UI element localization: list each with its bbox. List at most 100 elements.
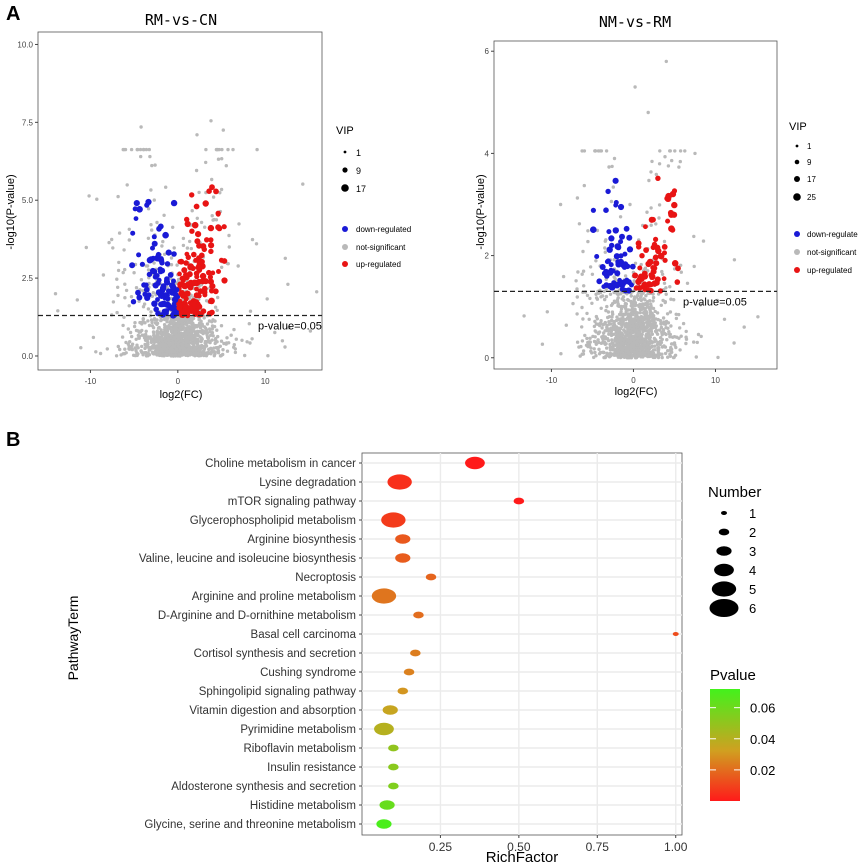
volcano1-point-ns [209, 333, 213, 337]
volcano2-point-ns [672, 298, 676, 302]
volcano1-point-ns [195, 325, 199, 329]
volcano1-ytick-label: 7.5 [22, 118, 34, 127]
volcano2-point-ns [673, 353, 678, 357]
volcano2-point-ns [603, 239, 607, 243]
pathway-label: Pyrimidine metabolism [240, 724, 356, 736]
volcano2-point-ns [674, 316, 679, 321]
volcano-plot-nm-vs-rm: NM-vs-RM p-value=0.05 -10 0 10 0 2 4 6 log2(FC… [475, 13, 858, 398]
volcano1-point-ns [152, 261, 156, 265]
volcano1-point-ns [160, 353, 164, 358]
volcano1-point-ns [114, 354, 119, 358]
volcano2-point-ns [594, 354, 598, 358]
number-legend-label: 6 [749, 601, 756, 616]
volcano2-point-ns [653, 344, 657, 348]
volcano1-point-ns [123, 147, 128, 152]
volcano1-point-down [151, 240, 158, 247]
volcano2-point-ns [638, 302, 642, 307]
volcano2-point-down [606, 229, 612, 235]
volcano2-point-ns [581, 249, 585, 254]
volcano2-point-ns [651, 319, 656, 324]
volcano1-point-up [181, 267, 188, 274]
volcano2-point-ns [593, 350, 597, 355]
volcano1-point-ns [162, 213, 166, 217]
volcano2-point-ns [684, 335, 688, 339]
volcano2-point-ns [639, 346, 644, 350]
pathway-bubble [382, 705, 398, 715]
volcano1-point-ns [122, 248, 126, 252]
volcano1-point-ns [227, 341, 231, 345]
number-legend-title: Number [708, 484, 761, 501]
volcano1-point-ns [211, 195, 216, 199]
volcano2-point-ns [602, 350, 606, 355]
volcano1-point-up [184, 220, 191, 228]
volcano2-point-ns [597, 347, 601, 351]
volcano1-point-up [206, 188, 212, 194]
volcano1-point-down [130, 299, 137, 305]
volcano1-point-ns [144, 354, 149, 358]
volcano1-point-ns [187, 336, 192, 341]
volcano2-point-up [645, 281, 653, 288]
volcano1-point-ns [203, 225, 207, 229]
volcano2-point-ns [623, 274, 628, 278]
volcano1-point-ns [158, 350, 162, 354]
volcano1-point-ns [204, 147, 208, 152]
volcano2-point-ns [649, 304, 653, 308]
volcano2-point-ns [629, 338, 633, 343]
volcano2-point-ns [622, 313, 627, 317]
volcano1-point-ns [198, 353, 203, 358]
volcano2-point-ns [613, 328, 617, 332]
volcano2-point-ns [580, 325, 584, 329]
volcano2-point-ns [678, 149, 683, 153]
volcano1-point-ns [171, 225, 175, 229]
volcano2-point-ns [732, 341, 736, 345]
panel-label-b: B [6, 429, 20, 451]
volcano2-point-ns [611, 341, 615, 345]
volcano2-xtick-label: -10 [546, 376, 558, 385]
volcano1-point-ns [194, 168, 199, 173]
bubble-rows: Choline metabolism in cancer Lysine degra… [139, 456, 679, 831]
volcano1-point-down [146, 271, 153, 278]
volcano1-point-ns [160, 244, 164, 248]
volcano1-point-ns [192, 337, 196, 342]
panel-label-a: A [6, 3, 20, 25]
volcano2-point-ns [611, 185, 615, 189]
volcano1-point-up [209, 184, 215, 191]
volcano1-point-ns [283, 345, 287, 349]
volcano1-point-up [208, 237, 214, 243]
volcano1-point-ns [130, 334, 134, 339]
volcano2-point-ns [561, 274, 566, 279]
volcano2-point-ns [618, 313, 623, 317]
volcano1-point-down [158, 301, 166, 308]
bubble-xtick-label: 0.25 [429, 840, 453, 854]
volcano1-point-up [194, 274, 200, 280]
volcano1-point-ns [220, 147, 224, 152]
volcano2-point-ns [581, 317, 585, 321]
volcano2-xtick-label: 10 [711, 376, 720, 385]
volcano1-point-ns [158, 331, 162, 335]
volcano1-points [53, 119, 319, 358]
volcano1-point-ns [133, 321, 137, 325]
volcano1-point-ns [226, 147, 230, 152]
volcano1-point-ns [79, 346, 83, 350]
volcano2-point-ns [701, 239, 706, 243]
volcano1-point-ns [266, 354, 270, 358]
volcano1-point-ns [181, 349, 186, 353]
volcano1-point-ns [117, 231, 122, 235]
volcano2-point-ns [641, 311, 646, 315]
volcano2-point-ns [648, 310, 653, 314]
volcano2-point-ns [594, 322, 598, 326]
volcano2-point-ns [597, 340, 601, 345]
volcano2-point-ns [642, 327, 647, 331]
volcano1-point-ns [188, 239, 192, 244]
volcano1-point-ns [287, 326, 291, 330]
volcano2-point-ns [662, 281, 667, 285]
volcano2-point-ns [596, 289, 600, 294]
volcano1-point-ns [146, 342, 150, 346]
volcano1-point-ns [232, 345, 236, 349]
volcano2-point-ns [674, 312, 678, 316]
volcano1-point-ns [156, 335, 161, 339]
volcano1-point-ns [84, 245, 89, 250]
volcano1-point-ns [170, 341, 174, 346]
volcano2-legend-size-17-label: 17 [807, 175, 816, 184]
volcano2-point-ns [621, 316, 625, 320]
